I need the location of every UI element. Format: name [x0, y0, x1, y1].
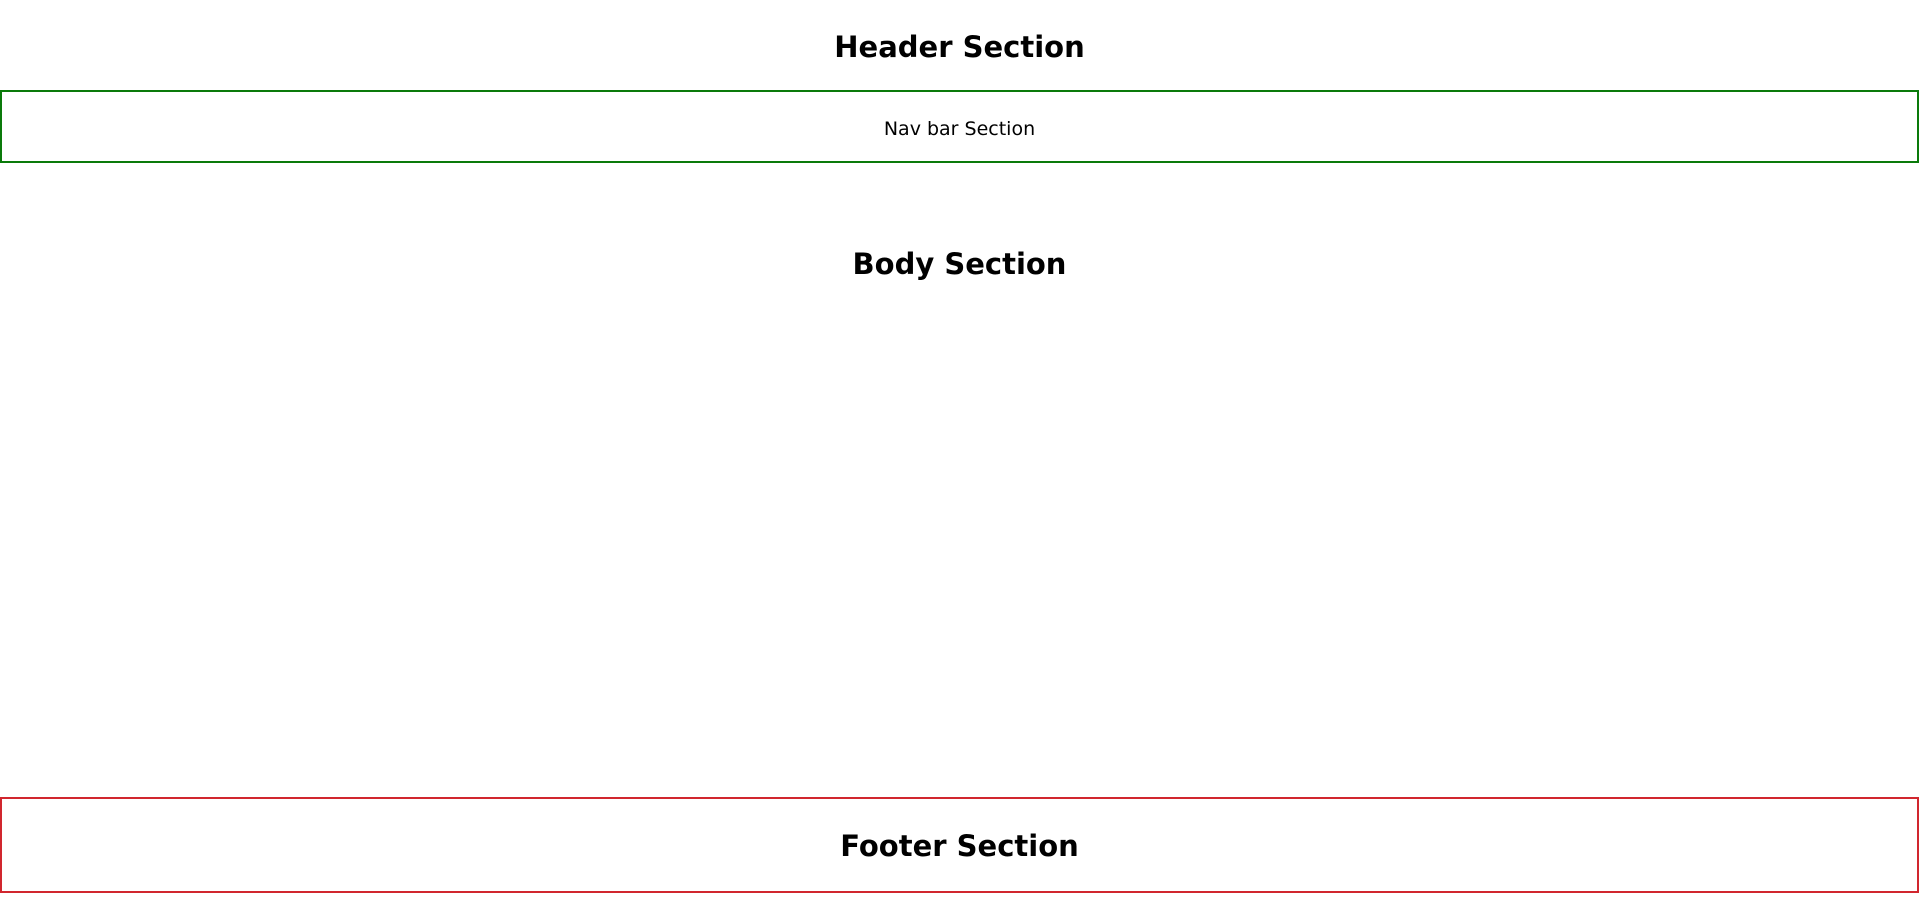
header-title: Header Section	[834, 30, 1085, 64]
nav-bar: Nav bar Section	[0, 90, 1919, 163]
body-title: Body Section	[852, 247, 1067, 281]
footer-section: Footer Section	[0, 797, 1919, 893]
body-section: Body Section	[0, 161, 1919, 796]
footer-title: Footer Section	[840, 829, 1079, 863]
nav-bar-label: Nav bar Section	[883, 117, 1036, 140]
header-section: Header Section	[0, 0, 1919, 90]
